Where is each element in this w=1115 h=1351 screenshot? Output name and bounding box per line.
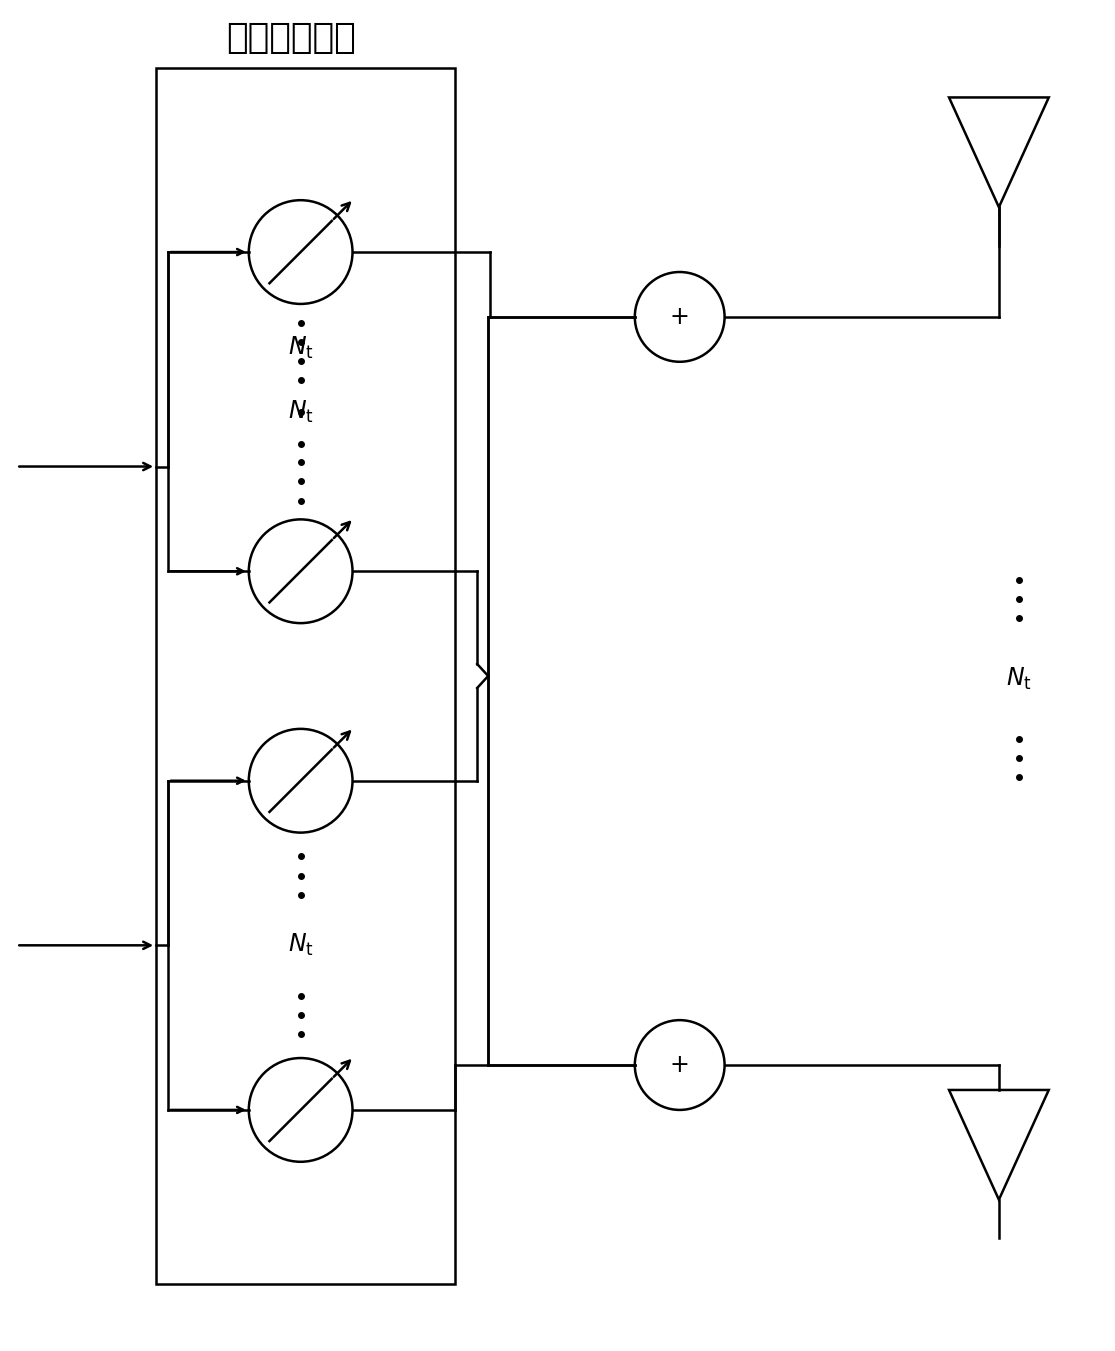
Text: $N_\mathrm{t}$: $N_\mathrm{t}$ [288, 932, 313, 958]
Text: $N_\mathrm{t}$: $N_\mathrm{t}$ [1006, 666, 1031, 692]
Text: +: + [670, 305, 690, 328]
Text: $N_\mathrm{t}$: $N_\mathrm{t}$ [288, 399, 313, 424]
Text: 模拟预编码器: 模拟预编码器 [226, 20, 356, 54]
Text: +: + [670, 1052, 690, 1077]
Text: $N_\mathrm{t}$: $N_\mathrm{t}$ [288, 335, 313, 361]
Bar [156, 68, 455, 1285]
